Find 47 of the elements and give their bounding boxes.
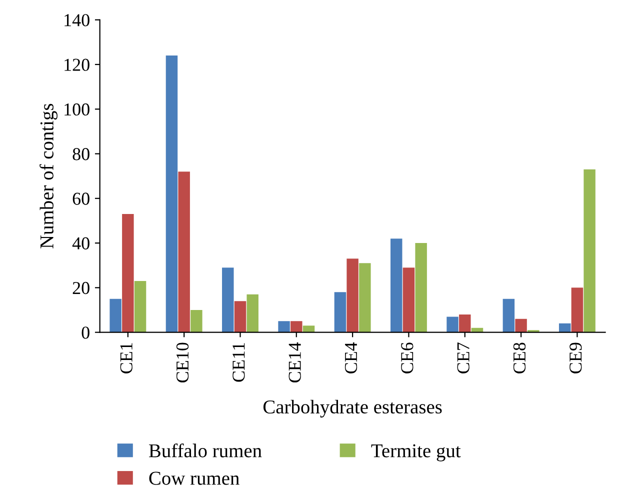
x-tick-label: CE8: [513, 342, 526, 374]
bar: [571, 288, 584, 332]
legend-label: Termite gut: [371, 444, 461, 462]
bar: [178, 172, 190, 332]
y-tick-label: 80: [72, 148, 90, 160]
bar: [278, 321, 290, 332]
bar: [502, 298, 515, 332]
x-tick-label: CE10: [176, 342, 189, 382]
legend-label: Cow rumen: [149, 472, 240, 485]
bar: [515, 318, 527, 332]
y-tick-label: 120: [64, 58, 90, 71]
x-axis-title: Carbohydrate esterases: [263, 400, 442, 418]
bar: [334, 292, 346, 332]
bar: [166, 56, 178, 332]
bar: [584, 169, 596, 332]
bar: [302, 326, 315, 332]
bar: [190, 310, 202, 332]
bar: [290, 321, 302, 332]
bar: [110, 298, 122, 332]
x-tick-label: CE14: [288, 342, 301, 382]
bar: [390, 238, 402, 332]
bar: [446, 316, 458, 332]
bar: [359, 263, 371, 332]
x-tick-label: CE11: [232, 343, 245, 382]
bar: [346, 258, 358, 332]
x-tick-label: CE7: [457, 342, 470, 374]
y-tick-label: 0: [82, 326, 90, 339]
y-axis-title: Number of contigs: [40, 104, 58, 248]
y-tick-label: 100: [64, 103, 90, 116]
bar: [402, 268, 415, 332]
bar: [415, 243, 427, 332]
x-tick-label: CE1: [120, 343, 132, 374]
y-tick-label: 60: [72, 192, 90, 205]
x-tick-label: CE4: [344, 342, 358, 374]
y-tick-label: 140: [64, 14, 90, 26]
legend-label: Buffalo rumen: [149, 443, 262, 458]
bar: [459, 314, 471, 332]
y-tick-label: 20: [72, 282, 90, 294]
bar: [122, 214, 134, 332]
bar: [222, 268, 234, 332]
x-tick-label: CE9: [570, 342, 582, 374]
bar: [558, 323, 571, 332]
y-tick-label: 40: [72, 237, 90, 250]
bar: [134, 280, 146, 332]
bar: [234, 301, 246, 332]
bar: [246, 294, 258, 332]
x-tick-label: CE6: [401, 342, 414, 374]
